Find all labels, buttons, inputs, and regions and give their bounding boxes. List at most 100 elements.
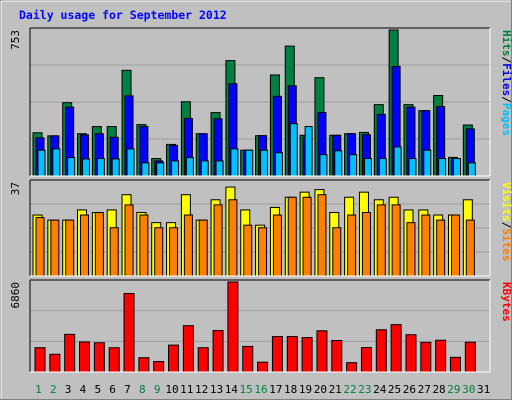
bar-pages-day-13 — [215, 160, 224, 177]
bar-kbytes-day-25 — [390, 324, 402, 373]
legend-entry-separator: / — [500, 222, 512, 229]
bar-pages-day-27 — [423, 149, 432, 177]
bar-kbytes-day-23 — [360, 347, 372, 373]
day-label-10: 10 — [165, 383, 178, 396]
bar-sites-day-1 — [35, 217, 45, 277]
bar-sites-day-14 — [228, 199, 238, 277]
bar-sites-day-4 — [80, 214, 90, 277]
bar-kbytes-day-30 — [464, 341, 476, 373]
bar-sites-day-6 — [109, 227, 119, 277]
bar-pages-day-19 — [304, 126, 313, 177]
bar-pages-day-9 — [156, 162, 165, 177]
max-label-hits-files-pages: 753 — [9, 30, 22, 50]
day-label-21: 21 — [329, 383, 342, 396]
legend-kbytes: KBytes — [500, 282, 512, 322]
bar-pages-day-20 — [319, 154, 328, 177]
bar-sites-day-17 — [272, 214, 282, 277]
bar-kbytes-day-22 — [346, 362, 358, 373]
bar-kbytes-day-7 — [123, 293, 135, 373]
day-label-28: 28 — [432, 383, 445, 396]
bar-pages-day-26 — [408, 158, 417, 177]
day-label-16: 16 — [254, 383, 267, 396]
bar-sites-day-20 — [317, 194, 327, 277]
day-label-26: 26 — [403, 383, 416, 396]
bar-kbytes-day-20 — [316, 330, 328, 373]
day-label-18: 18 — [284, 383, 297, 396]
bar-sites-day-23 — [361, 211, 371, 277]
bar-pages-day-29 — [452, 158, 461, 177]
day-label-7: 7 — [124, 383, 131, 396]
bar-sites-day-22 — [347, 214, 357, 277]
legend-entry-visits: Visits — [500, 182, 512, 222]
day-label-15: 15 — [240, 383, 253, 396]
legend-entry-hits: Hits — [500, 30, 512, 57]
chart-title: Daily usage for September 2012 — [19, 8, 227, 22]
day-label-3: 3 — [65, 383, 72, 396]
day-label-25: 25 — [388, 383, 401, 396]
day-label-31: 31 — [477, 383, 490, 396]
bar-kbytes-day-10 — [168, 344, 180, 373]
bar-kbytes-day-16 — [257, 361, 269, 373]
bar-sites-day-29 — [450, 214, 460, 277]
bar-kbytes-day-6 — [108, 347, 120, 373]
legend-visits-sites: Visits/Sites — [500, 182, 512, 262]
bar-sites-day-26 — [406, 222, 416, 277]
bar-pages-day-23 — [363, 158, 372, 177]
bar-pages-day-11 — [185, 157, 194, 177]
bar-sites-day-18 — [287, 196, 297, 277]
bar-sites-day-10 — [169, 227, 179, 277]
bar-pages-day-4 — [82, 158, 91, 177]
day-label-29: 29 — [447, 383, 460, 396]
bar-kbytes-day-17 — [271, 336, 283, 373]
max-label-visits-sites: 37 — [9, 182, 22, 195]
bar-sites-day-21 — [332, 227, 342, 277]
legend-entry-separator: / — [500, 57, 512, 64]
bar-kbytes-day-8 — [138, 357, 150, 373]
day-label-19: 19 — [299, 383, 312, 396]
bar-sites-day-13 — [213, 204, 223, 277]
bar-sites-day-5 — [94, 211, 104, 277]
bar-pages-day-10 — [171, 160, 180, 177]
bar-sites-day-12 — [198, 219, 208, 277]
bar-sites-day-19 — [302, 196, 312, 277]
bar-sites-day-24 — [376, 204, 386, 277]
day-label-17: 17 — [269, 383, 282, 396]
day-label-23: 23 — [358, 383, 371, 396]
bar-pages-day-12 — [200, 160, 209, 177]
bar-pages-day-30 — [467, 162, 476, 177]
bar-pages-day-8 — [141, 162, 150, 177]
bar-sites-day-28 — [436, 219, 446, 277]
bar-pages-day-14 — [230, 148, 239, 177]
bar-kbytes-day-21 — [331, 340, 343, 373]
day-label-5: 5 — [94, 383, 101, 396]
day-label-14: 14 — [225, 383, 239, 396]
bar-sites-day-9 — [154, 227, 164, 277]
bar-sites-day-7 — [124, 204, 134, 277]
bar-sites-day-2 — [50, 219, 60, 277]
bar-kbytes-day-18 — [286, 336, 298, 373]
bar-kbytes-day-3 — [64, 333, 76, 373]
bar-sites-day-16 — [258, 227, 268, 277]
bar-kbytes-day-26 — [405, 334, 417, 373]
legend-entry-separator: / — [500, 96, 512, 103]
day-label-1: 1 — [35, 383, 42, 396]
bar-pages-day-5 — [96, 158, 105, 177]
bar-pages-day-7 — [126, 148, 135, 177]
bar-pages-day-1 — [37, 149, 46, 177]
bar-sites-day-30 — [465, 219, 475, 277]
bar-pages-day-16 — [260, 149, 269, 177]
day-label-30: 30 — [462, 383, 475, 396]
bar-sites-day-15 — [243, 224, 253, 277]
bar-pages-day-15 — [245, 149, 254, 177]
bar-pages-day-3 — [67, 157, 76, 177]
bar-kbytes-day-11 — [182, 325, 194, 373]
bar-kbytes-day-4 — [79, 341, 91, 373]
bar-kbytes-day-5 — [93, 342, 105, 373]
bar-sites-day-25 — [391, 204, 401, 277]
day-label-13: 13 — [210, 383, 223, 396]
legend-entry-files: Files — [500, 63, 512, 96]
day-label-20: 20 — [314, 383, 327, 396]
bar-kbytes-day-12 — [197, 347, 209, 373]
